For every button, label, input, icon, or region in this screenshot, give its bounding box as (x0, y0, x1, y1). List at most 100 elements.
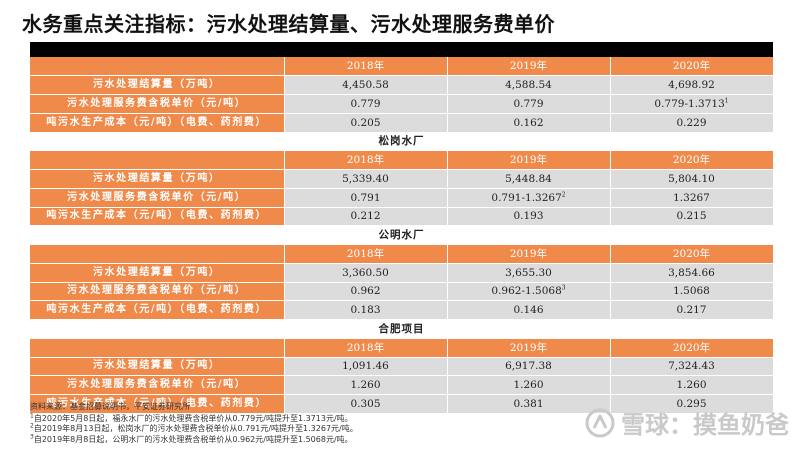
header-blank-cell (30, 150, 285, 170)
value-text: 7,324.43 (668, 360, 715, 373)
value-text: 0.162 (513, 116, 544, 129)
footnote-text: 自2019年8月8日起，公明水厂的污水处理费含税单价从0.962元/吨提升至1.… (33, 434, 353, 444)
value-cell: 1,091.46 (284, 357, 448, 377)
header-blank-cell (30, 338, 285, 358)
value-text: 0.779 (513, 97, 544, 110)
section-title-row: 合肥项目 (30, 319, 773, 339)
value-text: 0.212 (350, 210, 381, 223)
table-row: 污水处理服务费含税单价（元/吨） 0.962 0.962-1.50683 1.5068 (30, 282, 774, 302)
table-row: 污水处理结算量（万吨） 3,360.50 3,655.30 3,854.66 (30, 263, 774, 283)
value-text: 0.295 (676, 397, 707, 410)
year-header: 2020年 (610, 150, 774, 170)
value-cell: 5,448.84 (447, 169, 611, 189)
header-blank-cell (30, 57, 285, 77)
row-label: 吨污水生产成本（元/吨）（电费、药剂费） (30, 113, 285, 133)
row-label: 污水处理服务费含税单价（元/吨） (30, 375, 285, 395)
year-header: 2020年 (610, 244, 774, 264)
value-cell: 1.260 (284, 375, 448, 395)
table-row: 污水处理结算量（万吨） 4,450.58 4,588.54 4,698.92 (30, 75, 774, 95)
footnote: 3自2019年8月8日起，公明水厂的污水处理费含税单价从0.962元/吨提升至1… (30, 432, 530, 446)
value-text: 0.381 (513, 397, 544, 410)
value-text: 1.260 (676, 379, 707, 392)
row-label: 污水处理服务费含税单价（元/吨） (30, 94, 285, 114)
footnote-number: 2 (30, 422, 34, 430)
row-label: 污水处理结算量（万吨） (30, 75, 285, 95)
value-cell: 0.229 (610, 113, 774, 133)
year-header: 2019年 (447, 57, 611, 77)
header-bar (30, 42, 773, 57)
section-title: 合肥项目 (30, 319, 773, 339)
value-cell: 0.779 (447, 94, 611, 114)
value-cell: 5,339.40 (284, 169, 448, 189)
value-text: 0.791 (350, 191, 381, 204)
footnote-number: 3 (30, 432, 34, 440)
value-text: 4,450.58 (342, 79, 389, 92)
table-row: 吨污水生产成本（元/吨）（电费、药剂费） 0.205 0.162 0.229 (30, 113, 774, 133)
table-row: 吨污水生产成本（元/吨）（电费、药剂费） 0.183 0.146 0.217 (30, 300, 774, 320)
value-cell: 1.260 (610, 375, 774, 395)
footnote-text: 自2020年5月8日起，福永水厂的污水处理费含税单价从0.779元/吨提升至1.… (33, 413, 353, 423)
value-text: 0.215 (676, 210, 707, 223)
year-header: 2019年 (447, 150, 611, 170)
value-text: 5,804.10 (668, 172, 715, 185)
year-header: 2018年 (284, 338, 448, 358)
value-text: 0.229 (676, 116, 707, 129)
value-cell: 3,360.50 (284, 263, 448, 283)
footnote-marker: 3 (561, 284, 566, 292)
year-header-row: 2018年 2019年 2020年 (30, 150, 774, 170)
value-cell: 7,324.43 (610, 357, 774, 377)
value-text: 5,448.84 (505, 172, 552, 185)
value-text: 0.183 (350, 304, 381, 317)
year-header: 2018年 (284, 150, 448, 170)
value-text: 1.5068 (673, 285, 710, 298)
value-text: 1.260 (513, 379, 544, 392)
value-cell: 1.3267 (610, 188, 774, 208)
row-label: 吨污水生产成本（元/吨）（电费、药剂费） (30, 394, 285, 414)
table-row: 污水处理服务费含税单价（元/吨） 0.791 0.791-1.32672 1.3267 (30, 188, 774, 208)
year-header-row: 2018年 2019年 2020年 (30, 57, 774, 77)
value-cell: 4,450.58 (284, 75, 448, 95)
footnote-marker: 1 (724, 97, 729, 105)
footnote: 2自2019年8月13日起，松岗水厂的污水处理费含税单价从0.791元/吨提升至… (30, 422, 530, 435)
footnotes: 资料来源：基金招募说明书，平安证券研究所 1自2020年5月8日起，福永水厂的污… (30, 402, 530, 445)
value-text: 3,854.66 (668, 266, 715, 279)
section-title-row: 松岗水厂 (30, 132, 773, 152)
footnote: 1自2020年5月8日起，福永水厂的污水处理费含税单价从0.779元/吨提升至1… (30, 412, 530, 425)
value-cell: 0.205 (284, 113, 448, 133)
value-cell: 6,917.38 (447, 357, 611, 377)
value-text: 0.962-1.5068 (491, 285, 562, 298)
value-cell: 3,854.66 (610, 263, 774, 283)
value-text: 4,588.54 (505, 79, 552, 92)
value-text: 1.3267 (673, 191, 710, 204)
section-title: 公明水厂 (30, 225, 773, 245)
section-title: 松岗水厂 (30, 132, 773, 152)
value-text: 0.205 (350, 116, 381, 129)
value-cell: 0.779-1.37131 (610, 94, 774, 114)
table-row: 污水处理结算量（万吨） 1,091.46 6,917.38 7,324.43 (30, 357, 774, 377)
value-cell: 0.791-1.32672 (447, 188, 611, 208)
snowball-logo-icon (585, 408, 615, 437)
value-cell: 0.791 (284, 188, 448, 208)
value-text: 0.779 (350, 97, 381, 110)
year-header: 2019年 (447, 338, 611, 358)
year-header: 2018年 (284, 57, 448, 77)
value-text: 1.260 (350, 379, 381, 392)
footnote-marker: 2 (561, 191, 566, 199)
year-header: 2020年 (610, 338, 774, 358)
value-cell: 0.962 (284, 282, 448, 302)
value-cell: 4,698.92 (610, 75, 774, 95)
value-text: 0.305 (350, 397, 381, 410)
source-note: 资料来源：基金招募说明书，平安证券研究所 (30, 402, 190, 411)
value-cell: 1.260 (447, 375, 611, 395)
value-cell: 0.217 (610, 300, 774, 320)
value-text: 0.193 (513, 210, 544, 223)
row-label: 污水处理结算量（万吨） (30, 357, 285, 377)
row-label: 污水处理结算量（万吨） (30, 169, 285, 189)
value-text: 4,698.92 (668, 79, 715, 92)
year-header-row: 2018年 2019年 2020年 (30, 244, 774, 264)
value-cell: 0.215 (610, 207, 774, 227)
indicator-table: 2018年 2019年 2020年 污水处理结算量（万吨） 4,450.58 4,588.… (30, 57, 774, 414)
value-cell: 0.183 (284, 300, 448, 320)
row-label: 吨污水生产成本（元/吨）（电费、药剂费） (30, 300, 285, 320)
value-text: 1,091.46 (342, 360, 389, 373)
